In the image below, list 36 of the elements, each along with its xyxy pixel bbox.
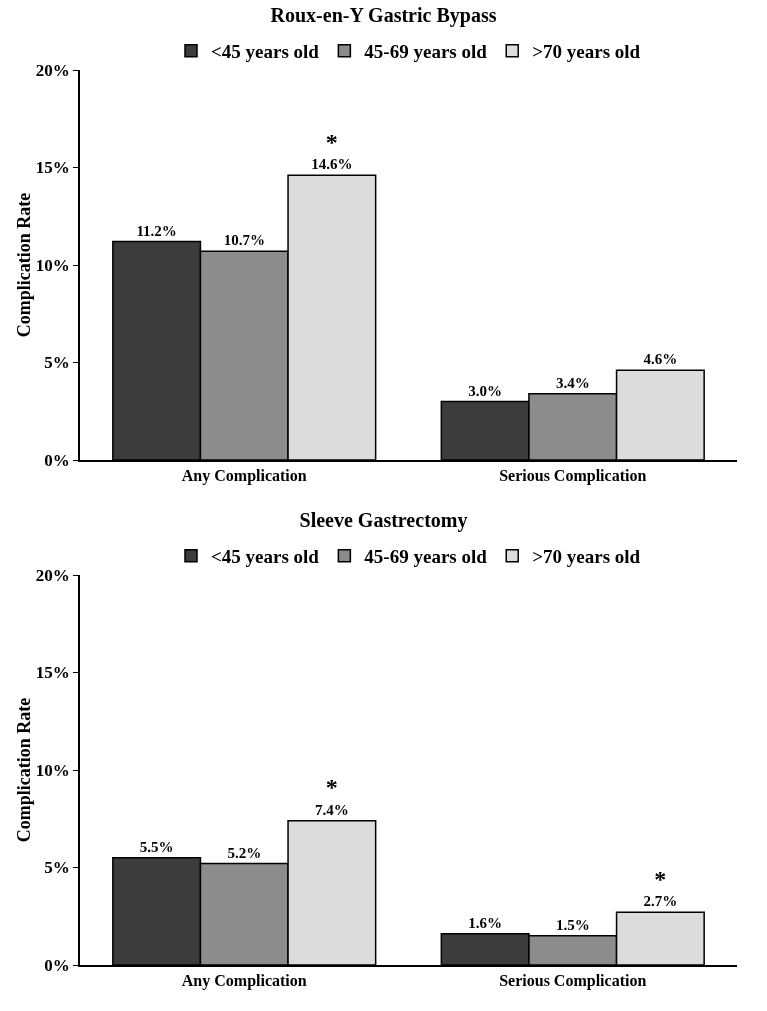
- data-label: * 14.6%: [311, 128, 353, 173]
- x-tick-label: Any Complication: [181, 466, 307, 485]
- y-tick-label: 5%: [44, 353, 70, 373]
- data-label: 5.2%: [227, 844, 262, 861]
- y-tick-label: 0%: [44, 955, 70, 975]
- data-label: 3.4%: [555, 374, 590, 391]
- y-tick-label: 20%: [35, 565, 70, 585]
- data-label: 4.6%: [643, 351, 678, 368]
- y-tick-label: 15%: [35, 663, 70, 683]
- chart-title: Roux-en-Y Gastric Bypass: [270, 3, 497, 27]
- y-tick-label: 0%: [44, 450, 70, 470]
- legend-label: >70 years old: [532, 41, 641, 63]
- y-tick-label: 15%: [35, 158, 70, 178]
- data-label: 5.5%: [139, 838, 174, 855]
- x-tick-label: Serious Complication: [499, 971, 647, 990]
- data-label: 10.7%: [223, 232, 265, 249]
- data-label: * 2.7%: [643, 865, 678, 910]
- chart-title: Sleeve Gastrectomy: [299, 508, 468, 532]
- y-axis-title: Complication Rate: [13, 697, 34, 843]
- y-tick-label: 5%: [44, 858, 70, 878]
- data-label: * 7.4%: [314, 774, 349, 818]
- legend-label: <45 years old: [211, 546, 320, 568]
- legend-label: 45-69 years old: [364, 41, 488, 63]
- x-tick-label: Serious Complication: [499, 466, 647, 485]
- y-tick-label: 20%: [35, 60, 70, 80]
- legend-label: >70 years old: [532, 546, 641, 568]
- y-tick-label: 10%: [35, 255, 70, 275]
- legend-label: <45 years old: [211, 41, 320, 63]
- legend-label: 45-69 years old: [364, 546, 488, 568]
- data-label: 3.0%: [468, 382, 503, 399]
- y-tick-label: 10%: [35, 760, 70, 780]
- x-tick-label: Any Complication: [181, 971, 307, 990]
- data-label: 1.6%: [468, 914, 503, 931]
- data-label: 1.5%: [555, 916, 590, 933]
- y-axis-title: Complication Rate: [13, 192, 34, 338]
- data-label: 11.2%: [136, 222, 177, 239]
